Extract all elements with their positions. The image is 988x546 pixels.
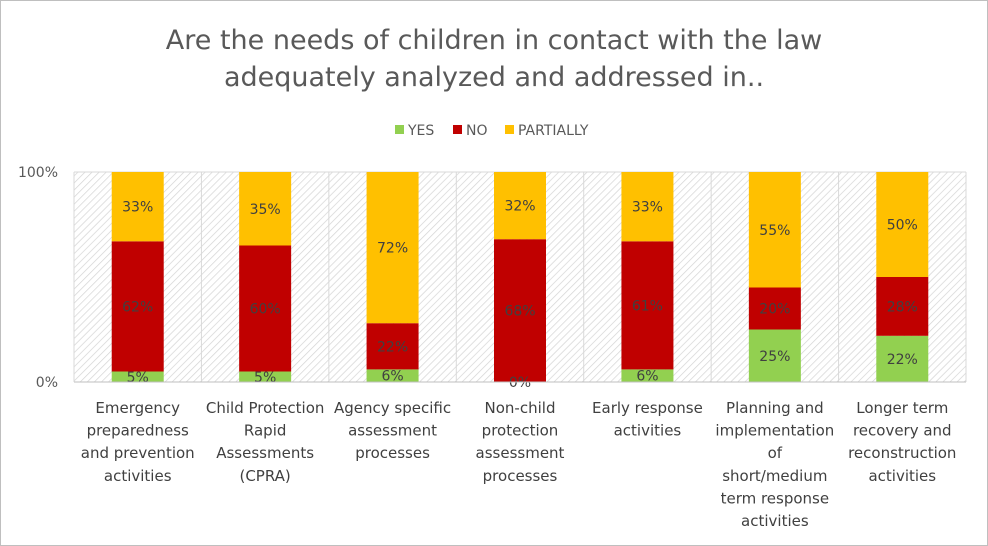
category-label: assessment [476, 444, 565, 462]
bar-yes [239, 371, 292, 382]
bar-no [876, 277, 929, 336]
y-tick-label: 100% [18, 165, 58, 181]
bar-partially [366, 172, 419, 324]
data-label-no: 68% [504, 304, 535, 320]
bar-yes [876, 335, 929, 382]
data-label-no: 62% [122, 299, 153, 315]
data-label-no: 61% [632, 298, 663, 314]
bar-yes [621, 369, 674, 382]
category-label: Rapid [244, 422, 287, 440]
data-label-yes: 25% [759, 349, 790, 365]
category-label: Assessments [216, 444, 314, 462]
legend-label-no: NO [466, 123, 488, 139]
chart-title: Are the needs of children in contact wit… [166, 25, 822, 93]
category-label: activities [104, 467, 172, 485]
category-label: Early response [592, 399, 703, 417]
bar-no [494, 239, 546, 382]
data-label-partially: 32% [504, 199, 535, 215]
category-label: activities [868, 467, 936, 485]
category-label: of [768, 444, 783, 462]
data-label-partially: 35% [250, 202, 281, 218]
bar-partially [621, 172, 674, 242]
category-label: Emergency [95, 399, 180, 417]
data-labels: 5% 62% 33% 5% 60% 35% 6% 22% 72% 0% 68% 32% 6% 61% 33%… [122, 199, 918, 391]
category-label: activities [741, 512, 809, 530]
category-label: protection [482, 422, 559, 440]
chart-title-line-2: adequately analyzed and addressed in.. [224, 62, 764, 93]
data-label-partially: 33% [632, 200, 663, 216]
data-label-partially: 50% [887, 218, 918, 234]
legend-label-partially: PARTIALLY [518, 123, 589, 139]
legend-swatch-partially [505, 125, 514, 134]
category-label: and prevention [81, 444, 195, 462]
y-tick-label: 0% [36, 375, 58, 391]
bar-partially [111, 172, 164, 242]
category-label: activities [614, 422, 682, 440]
data-label-yes: 6% [381, 369, 403, 385]
x-axis: Emergency preparedness and prevention activ… [74, 381, 966, 530]
data-label-yes: 22% [887, 352, 918, 368]
data-label-yes: 5% [254, 370, 276, 386]
data-label-no: 28% [887, 299, 918, 315]
data-label-yes: 6% [636, 369, 658, 385]
category-label: reconstruction [848, 444, 956, 462]
bar-yes [111, 371, 164, 382]
legend-label-yes: YES [407, 123, 434, 139]
category-label: processes [355, 444, 430, 462]
bar-yes [366, 369, 419, 382]
category-label: Agency specific [334, 399, 451, 417]
y-axis: 0% 100% [18, 165, 58, 391]
bar-no [621, 241, 674, 370]
category-label: Child Protection [206, 399, 325, 417]
data-label-no: 60% [250, 302, 281, 318]
data-label-partially: 33% [122, 200, 153, 216]
chart-legend: YES NO PARTIALLY [395, 123, 589, 139]
data-label-no: 22% [377, 339, 408, 355]
bar-partially [239, 172, 292, 246]
category-label: implementation [715, 422, 834, 440]
category-label: term response [721, 489, 830, 507]
bar-yes [748, 329, 801, 382]
category-label: Longer term [856, 399, 948, 417]
data-label-no: 20% [759, 302, 790, 318]
bar-partially [748, 172, 801, 288]
bar-no [748, 287, 801, 330]
bar-partially [876, 172, 929, 277]
legend-swatch-no [453, 125, 462, 134]
data-label-yes: 5% [127, 370, 149, 386]
bar-no [366, 323, 419, 370]
category-label: preparedness [87, 422, 189, 440]
bar-no [111, 241, 164, 372]
bar-group [111, 172, 929, 382]
category-label: Non-child [485, 399, 556, 417]
category-label: (CPRA) [239, 467, 290, 485]
data-label-partially: 72% [377, 241, 408, 257]
category-label: short/medium [722, 467, 827, 485]
data-label-partially: 55% [759, 223, 790, 239]
category-label: processes [483, 467, 558, 485]
bar-no [239, 245, 292, 372]
category-label: Planning and [726, 399, 824, 417]
category-label: recovery and [853, 422, 952, 440]
bar-partially [494, 172, 546, 240]
legend-swatch-yes [395, 125, 404, 134]
data-label-yes: 0% [509, 375, 531, 391]
category-label: assessment [348, 422, 437, 440]
chart-title-line-1: Are the needs of children in contact wit… [166, 25, 822, 56]
